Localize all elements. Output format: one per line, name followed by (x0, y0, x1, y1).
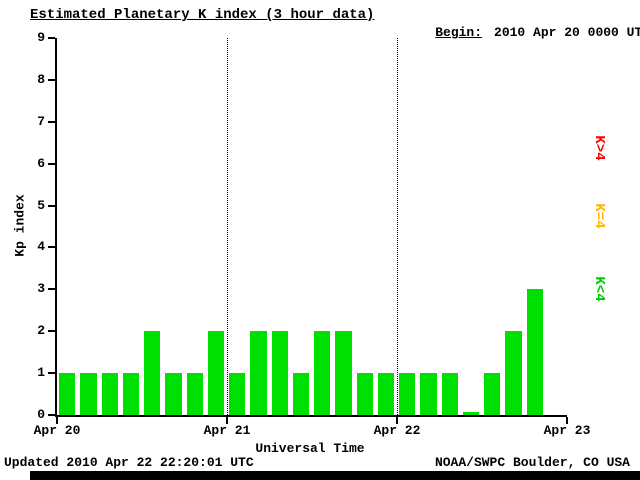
begin-timestamp: Begin: 2010 Apr 20 0000 UTC (404, 10, 640, 55)
kp-bar (377, 373, 394, 415)
x-axis-title: Universal Time (255, 441, 365, 456)
kp-bar (144, 331, 161, 415)
y-tick (48, 288, 55, 291)
x-tick-label: Apr 21 (203, 423, 251, 438)
x-tick-label: Apr 23 (543, 423, 591, 438)
bottom-bar (30, 471, 640, 480)
kp-bar (207, 331, 224, 415)
y-tick (48, 162, 55, 165)
kp-bar (101, 373, 118, 415)
y-tick (48, 246, 55, 249)
y-tick-label: 9 (37, 30, 45, 45)
credit-text: NOAA/SWPC Boulder, CO USA (434, 455, 630, 470)
plot-area: 0 1 2 3 4 5 6 7 8 9 Apr 20 Apr 21 Apr 22 Apr 23 (34, 30, 591, 438)
y-tick-label: 1 (37, 365, 45, 381)
y-tick-label: 0 (37, 407, 45, 422)
legend-k-lt-4: K<4 (591, 276, 607, 302)
kp-bar (292, 373, 309, 415)
x-tick (566, 417, 568, 424)
begin-label: Begin: (435, 25, 483, 40)
legend-k-gt-4: K>4 (591, 135, 607, 161)
legend-k-eq-4: K=4 (591, 203, 607, 229)
kp-bar (505, 331, 522, 415)
y-tick (48, 414, 55, 416)
y-tick-label: 6 (37, 155, 45, 171)
kp-bar (399, 373, 416, 415)
x-tick (226, 417, 228, 424)
y-tick (48, 78, 55, 81)
kp-bar (250, 331, 267, 415)
day-gridline (396, 38, 398, 415)
begin-value: 2010 Apr 20 0000 UTC (494, 25, 640, 40)
kp-bar (59, 373, 76, 415)
y-tick (48, 204, 55, 207)
kp-bar (229, 373, 246, 415)
chart-title: Estimated Planetary K index (3 hour data… (30, 7, 375, 23)
y-tick (48, 37, 55, 39)
kp-bar (165, 373, 182, 415)
kp-bar (441, 373, 458, 415)
y-tick-label: 8 (37, 71, 45, 87)
kp-bar (80, 373, 97, 415)
kp-bar (271, 331, 288, 415)
y-tick-label: 7 (37, 113, 45, 129)
kp-bar (122, 373, 139, 415)
x-tick (396, 417, 398, 424)
x-tick (56, 417, 58, 424)
kp-bar (484, 373, 501, 415)
kp-bar (462, 412, 479, 415)
y-tick-label: 3 (37, 281, 45, 297)
updated-timestamp: Updated 2010 Apr 22 22:20:01 UTC (4, 455, 254, 470)
kp-bar (186, 373, 203, 415)
day-gridline (226, 38, 228, 415)
y-tick (48, 372, 55, 375)
y-tick-label: 2 (37, 323, 45, 339)
y-tick (48, 330, 55, 333)
y-tick-label: 5 (37, 197, 45, 213)
kp-bar (314, 331, 331, 415)
kp-bar (526, 289, 543, 415)
kp-bar (335, 331, 352, 415)
y-tick-label: 4 (37, 239, 45, 255)
kp-bar (420, 373, 437, 415)
x-tick-label: Apr 20 (33, 423, 81, 438)
y-tick (48, 120, 55, 123)
kp-bar (356, 373, 373, 415)
x-tick-label: Apr 22 (373, 423, 421, 438)
